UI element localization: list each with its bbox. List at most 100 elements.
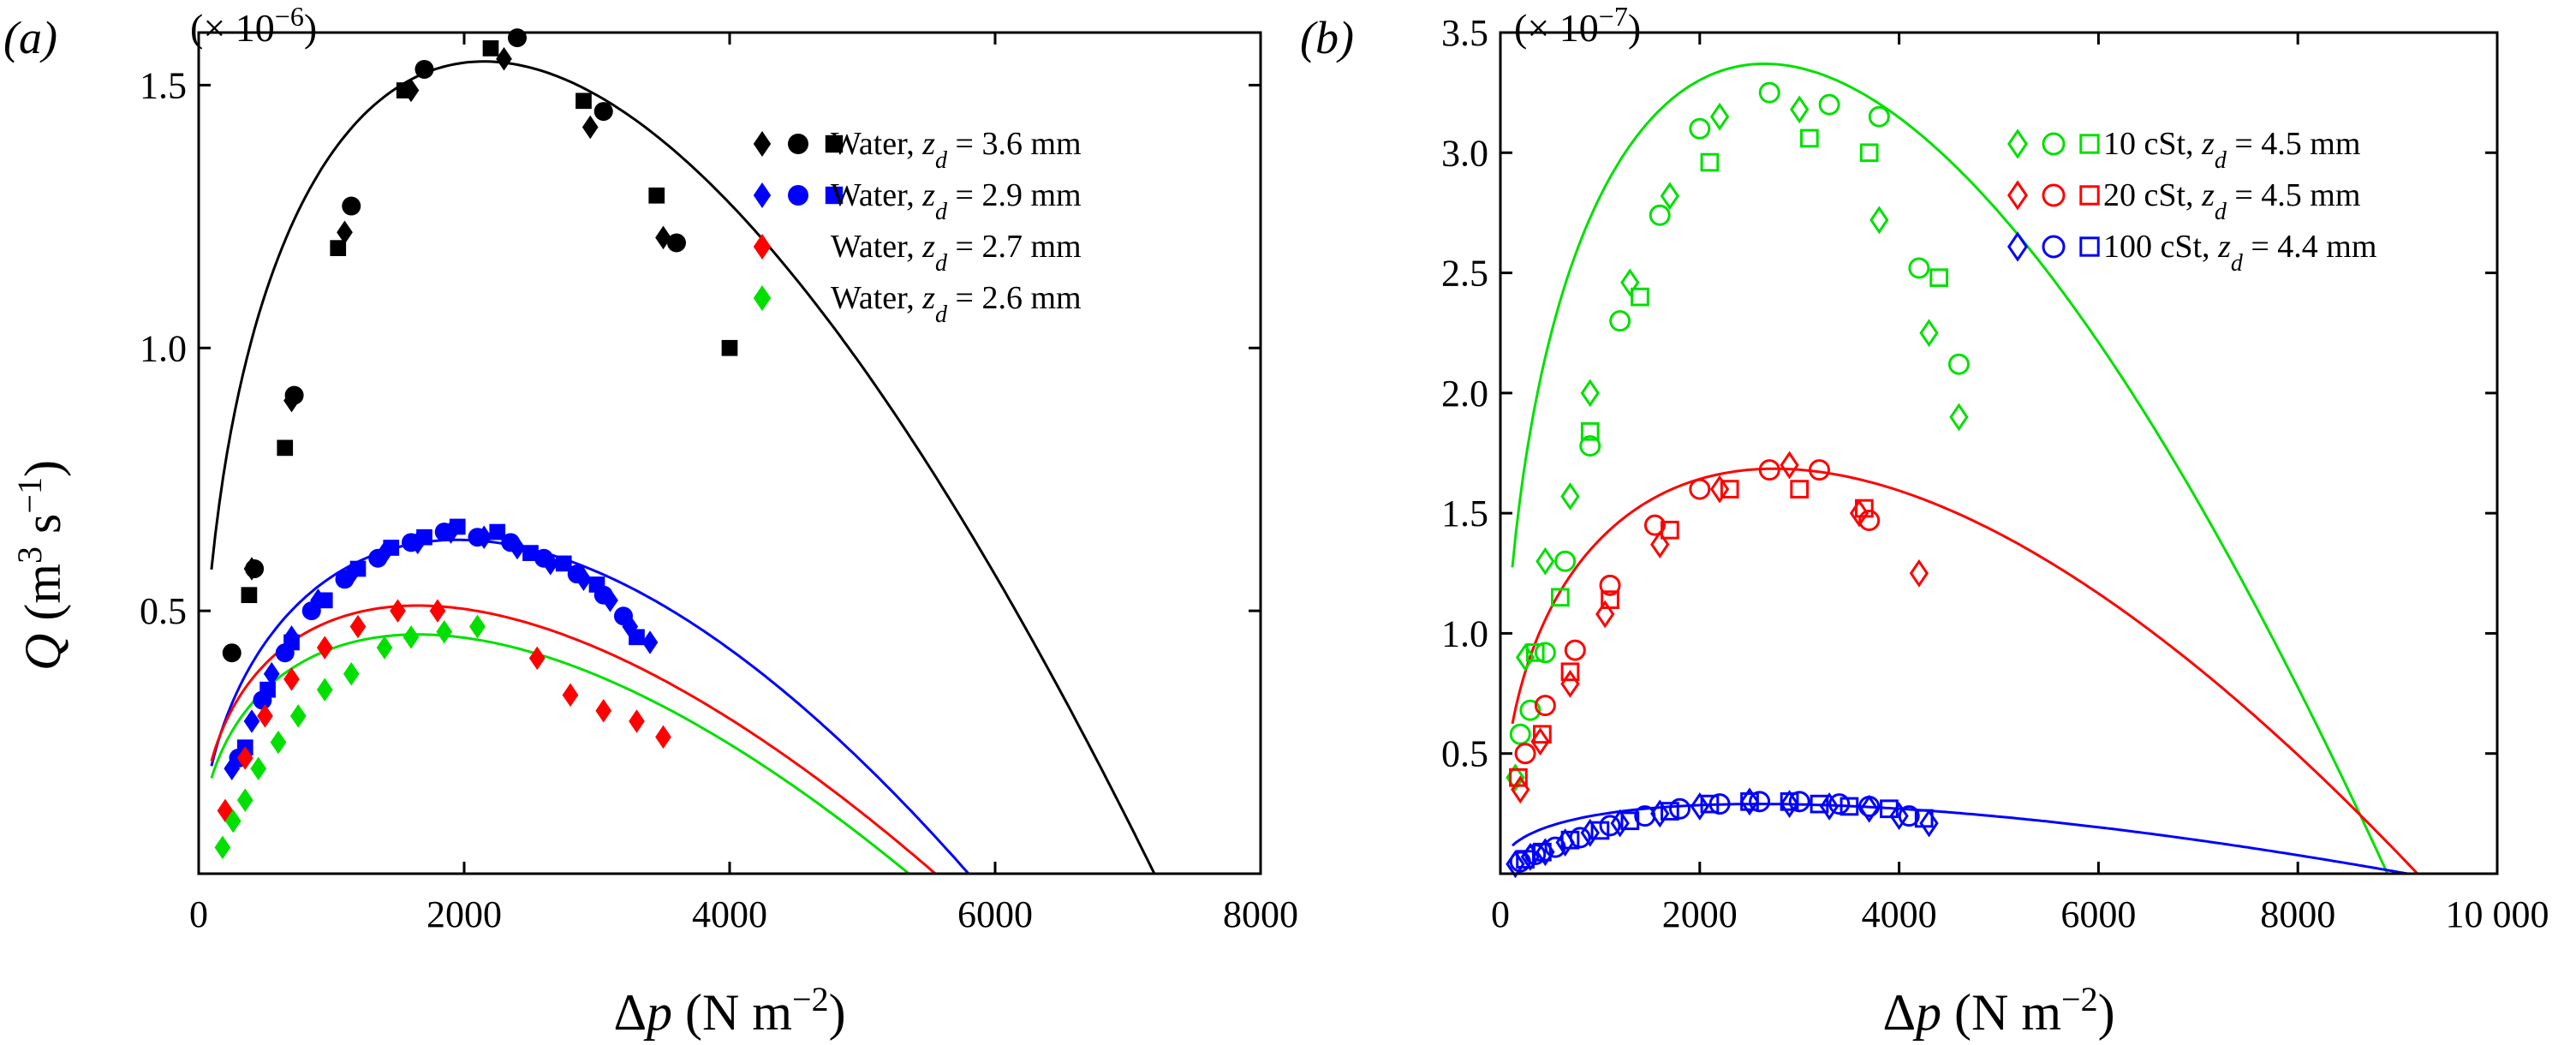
- data-point-b-0-diamond-7: [1709, 102, 1730, 131]
- data-point-b-2-diamond-7: [1690, 792, 1709, 821]
- data-point-a-3-diamond-9: [402, 625, 420, 649]
- data-point-b-0-diamond-8: [1790, 95, 1810, 124]
- data-point-a-2-diamond-6: [390, 599, 406, 623]
- fit-curve-a-0: [210, 60, 1156, 875]
- fit-curve-a-1: [210, 538, 970, 875]
- data-point-b-2-diamond-5: [1610, 809, 1630, 838]
- data-point-a-0-circle-7: [667, 233, 686, 253]
- data-point-b-0-diamond-5: [1620, 268, 1640, 297]
- panel-b-label: (b): [1300, 12, 1354, 63]
- plot-frame-b: [1499, 31, 2499, 875]
- data-point-b-2-diamond-9: [1780, 790, 1799, 819]
- data-point-a-3-diamond-8: [376, 636, 393, 660]
- chart-a: 0 2000 4000 6000 8000 0.5 1.0 1.5 Water, zd = 3.…: [140, 28, 1298, 935]
- y-tick-label-b-0: 0.5: [1441, 733, 1488, 775]
- y-tick-label-a-0: 0.5: [140, 590, 187, 632]
- panel-a-y-axis-label: Q (m3 s−1): [10, 460, 72, 671]
- data-point-a-2-diamond-2: [257, 704, 273, 728]
- data-point-b-1-square-7: [1855, 499, 1874, 518]
- data-point-a-0-square-3: [396, 82, 413, 99]
- data-point-b-0-circle-2: [1534, 642, 1556, 664]
- data-point-b-2-square-3: [1590, 821, 1610, 840]
- data-point-a-2-diamond-4: [316, 636, 333, 660]
- data-point-b-2-square-7: [1740, 791, 1759, 811]
- data-point-a-0-diamond-2: [337, 220, 353, 244]
- legend-label-a-1: Water, zd = 2.9 mm: [831, 177, 1082, 225]
- legend-label-a-3: Water, zd = 2.6 mm: [831, 280, 1082, 328]
- data-point-b-0-diamond-2: [1535, 546, 1555, 576]
- data-point-a-0-square-7: [721, 339, 738, 356]
- data-point-a-3-diamond-10: [436, 619, 453, 644]
- data-point-a-1-circle-11: [567, 564, 587, 584]
- legend-marker-a-3-diamond: [753, 285, 772, 311]
- data-point-a-2-diamond-7: [429, 599, 446, 623]
- fit-curve-b-0: [1511, 63, 2389, 875]
- data-point-b-2-diamond-6: [1650, 799, 1670, 828]
- x-tick-label-b-4: 8000: [2260, 893, 2335, 935]
- panel-a-label: (a): [3, 12, 57, 63]
- data-point-a-0-circle-2: [284, 385, 304, 405]
- x-tick-label-b-5: 10 000: [2446, 893, 2549, 935]
- data-point-a-0-circle-4: [414, 59, 434, 79]
- legend-label-b-2: 100 cSt, zd = 4.4 mm: [2103, 229, 2376, 277]
- data-point-b-2-diamond-13: [1919, 809, 1939, 838]
- data-point-a-2-diamond-9: [528, 646, 546, 671]
- data-point-a-2-diamond-12: [629, 709, 645, 733]
- data-point-b-1-square-5: [1720, 480, 1739, 499]
- data-point-b-2-circle-11: [1858, 795, 1881, 817]
- y-tick-label-a-2: 1.5: [140, 64, 187, 106]
- data-point-b-0-square-1: [1550, 588, 1570, 607]
- data-point-a-1-circle-9: [501, 533, 521, 552]
- fit-curve-a-2: [210, 604, 937, 875]
- data-point-a-1-square-6: [416, 528, 432, 546]
- data-point-a-3-diamond-1: [224, 809, 242, 833]
- data-point-a-0-square-2: [330, 240, 347, 256]
- data-point-b-1-diamond-2: [1560, 669, 1580, 698]
- data-point-a-3-diamond-11: [469, 614, 486, 639]
- data-point-b-2-circle-10: [1828, 793, 1851, 815]
- data-point-b-2-circle-12: [1898, 805, 1920, 827]
- fit-curve-a-3: [210, 633, 910, 875]
- data-point-b-2-diamond-11: [1859, 794, 1879, 823]
- legend-marker-b-0-circle: [2042, 132, 2066, 156]
- legend-marker-a-1-diamond: [753, 182, 772, 208]
- data-point-a-3-diamond-0: [214, 835, 231, 860]
- data-point-b-0-diamond-3: [1560, 482, 1580, 511]
- data-point-a-2-diamond-13: [655, 725, 671, 749]
- data-point-b-0-circle-4: [1579, 435, 1601, 457]
- x-tick-label-a-2: 4000: [692, 893, 767, 935]
- data-point-a-0-diamond-5: [581, 115, 599, 140]
- data-point-a-0-circle-0: [222, 643, 242, 663]
- data-point-a-1-square-12: [629, 629, 645, 646]
- legend-marker-b-2-circle: [2042, 235, 2066, 259]
- data-point-a-1-square-8: [489, 523, 506, 540]
- data-point-a-3-diamond-4: [270, 730, 287, 755]
- data-point-a-1-circle-13: [614, 606, 633, 626]
- data-point-a-1-square-4: [349, 560, 367, 577]
- data-point-b-0-circle-3: [1554, 550, 1577, 572]
- data-point-b-2-square-5: [1661, 802, 1679, 821]
- data-point-a-0-diamond-4: [496, 46, 512, 71]
- data-point-b-1-square-4: [1661, 520, 1679, 540]
- data-point-a-0-circle-5: [508, 28, 527, 48]
- data-point-b-1-square-0: [1509, 767, 1528, 787]
- data-point-b-1-square-2: [1560, 662, 1580, 682]
- data-point-a-3-diamond-7: [343, 662, 360, 686]
- legend-label-b-1: 20 cSt, zd = 4.5 mm: [2103, 177, 2360, 225]
- data-point-a-0-square-4: [482, 40, 499, 57]
- legend-marker-a-1-square: [825, 186, 844, 205]
- data-point-a-1-square-9: [522, 545, 539, 561]
- data-point-a-1-square-3: [316, 592, 333, 609]
- data-point-b-1-diamond-8: [1909, 558, 1929, 588]
- data-point-b-1-circle-5: [1689, 478, 1711, 500]
- data-point-b-2-square-6: [1700, 794, 1720, 814]
- data-point-b-0-square-0: [1525, 643, 1545, 662]
- data-point-a-0-square-0: [241, 587, 258, 604]
- data-point-a-0-square-6: [648, 187, 665, 204]
- data-point-b-2-circle-7: [1708, 793, 1731, 815]
- legend-label-a-2: Water, zd = 2.7 mm: [831, 229, 1082, 277]
- data-point-a-0-circle-3: [342, 196, 361, 216]
- legend-marker-b-1-diamond: [2007, 180, 2029, 211]
- data-point-b-0-circle-9: [1818, 93, 1840, 116]
- x-tick-label-b-1: 2000: [1662, 893, 1738, 935]
